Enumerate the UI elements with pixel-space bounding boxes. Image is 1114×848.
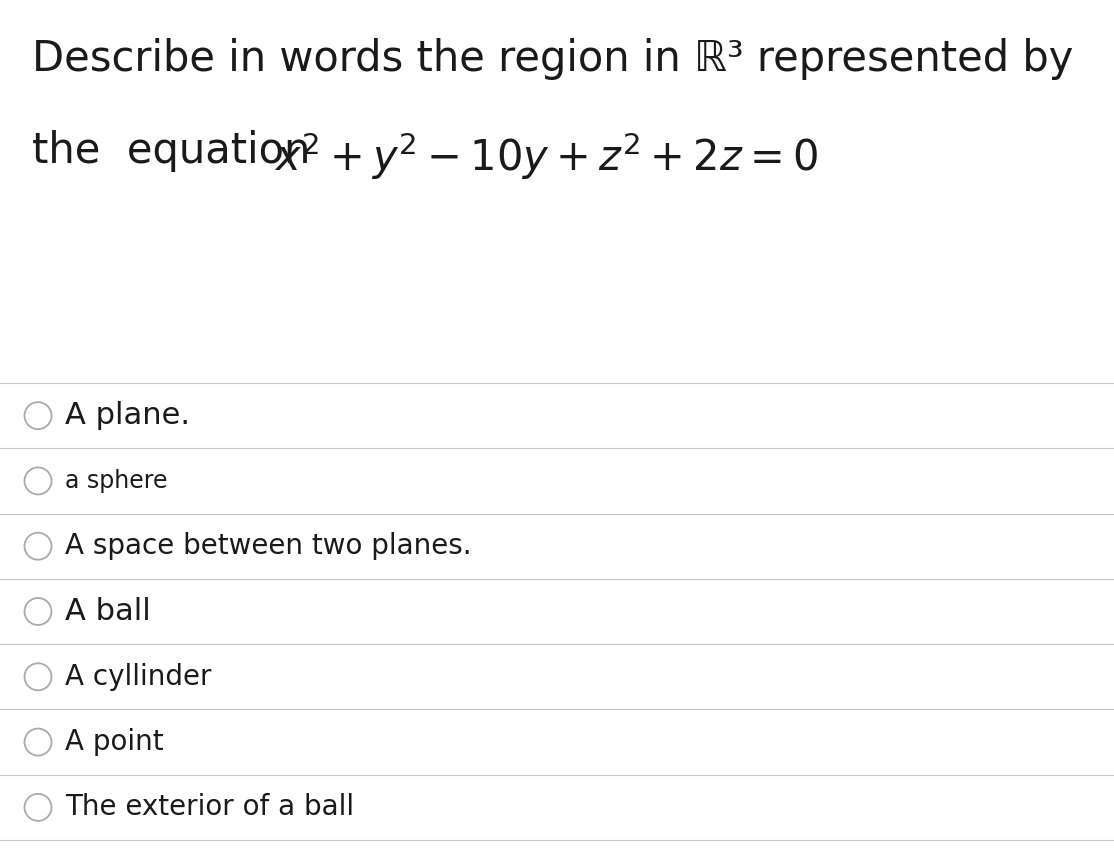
Text: The exterior of a ball: The exterior of a ball (65, 794, 354, 822)
Text: Describe in words the region in ℝ³ represented by: Describe in words the region in ℝ³ repre… (32, 38, 1074, 80)
Text: A plane.: A plane. (65, 401, 190, 430)
Text: a sphere: a sphere (65, 469, 167, 493)
Text: the  equation: the equation (32, 130, 324, 172)
Text: A space between two planes.: A space between two planes. (65, 533, 471, 561)
Text: $x^2 + y^2 - 10y + z^2 + 2z = 0$: $x^2 + y^2 - 10y + z^2 + 2z = 0$ (274, 130, 818, 181)
Text: A ball: A ball (65, 597, 150, 626)
Text: A point: A point (65, 728, 164, 756)
Text: A cyllinder: A cyllinder (65, 663, 212, 691)
